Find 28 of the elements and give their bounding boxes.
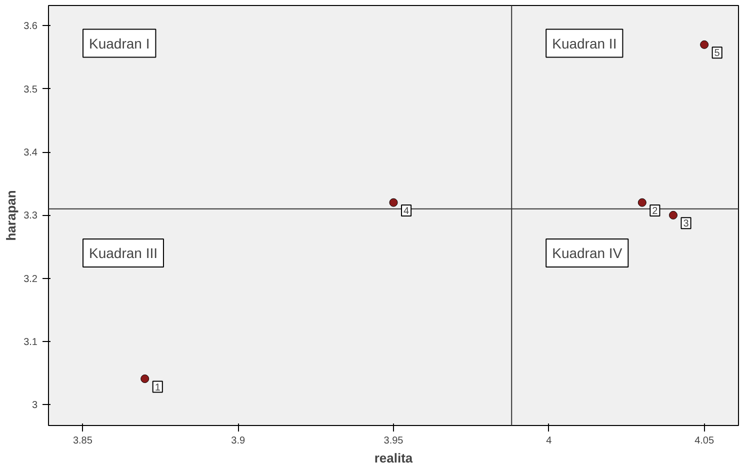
x-tick-label: 3.9	[231, 436, 246, 446]
point	[638, 198, 646, 207]
y-tick-label: 3.2	[24, 274, 38, 285]
y-tick-label: 3	[32, 400, 38, 412]
y-axis-title: harapan	[4, 190, 19, 241]
point	[668, 210, 678, 220]
y-tick-label: 3.5	[24, 84, 38, 96]
x-tick-label: 3.95	[384, 436, 404, 446]
annotation: 5	[714, 48, 720, 60]
point	[700, 40, 709, 49]
x-tick-label: 4	[546, 436, 552, 446]
annotation: 2	[652, 206, 658, 218]
annotation: Kuadran IV	[552, 244, 623, 261]
point	[389, 198, 398, 207]
annotation: 3	[683, 218, 690, 230]
annotation: 1	[154, 382, 161, 394]
y-tick-label: 3.6	[24, 21, 38, 32]
x-tick-label: 4.05	[694, 436, 714, 446]
x-tick-label: 3.85	[72, 436, 93, 446]
annotation: Kuadran I	[89, 35, 150, 52]
y-tick-label: 3.3	[24, 210, 38, 222]
y-tick-label: 3.4	[24, 148, 38, 159]
point	[140, 374, 150, 384]
annotation: 4	[404, 206, 410, 218]
annotation: Kuadran II	[552, 35, 617, 52]
x-axis-title: realita	[374, 450, 414, 466]
y-tick-label: 3.1	[24, 337, 38, 348]
annotation: Kuadran III	[89, 244, 158, 261]
